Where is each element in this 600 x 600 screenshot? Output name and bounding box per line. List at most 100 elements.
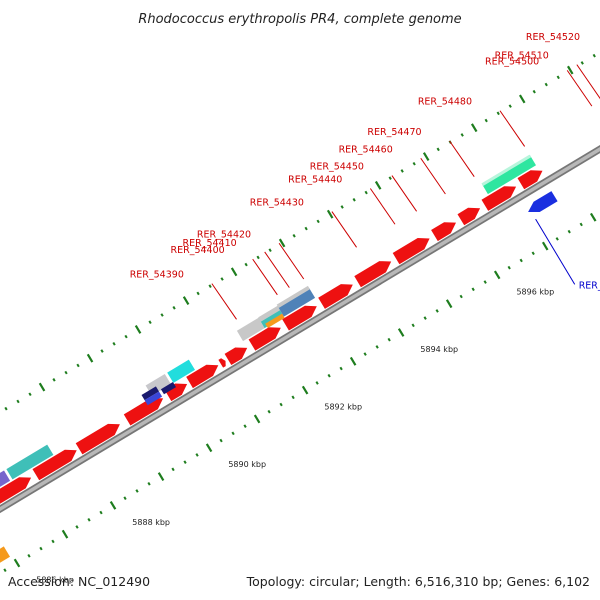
tick-mark — [459, 294, 463, 299]
tick-mark — [99, 510, 103, 515]
tick-mark — [364, 190, 368, 195]
tick-mark — [412, 161, 416, 166]
tick-mark — [589, 212, 597, 222]
tick-mark — [39, 546, 43, 551]
tick-mark — [352, 197, 356, 202]
leader-line — [331, 211, 357, 248]
tick-mark — [349, 356, 357, 366]
forward-cds-arrow — [431, 222, 456, 242]
tick-mark — [460, 133, 464, 137]
tick-mark — [195, 453, 199, 457]
tick-mark — [123, 496, 127, 500]
forward-cds-arrow — [75, 423, 120, 455]
leader-line — [211, 283, 237, 320]
feature-layer — [0, 154, 558, 563]
tick-mark — [422, 152, 430, 161]
kbp-label: 5890 kbp — [228, 460, 266, 469]
gene-label: RER_54460 — [339, 144, 393, 155]
tick-mark — [493, 270, 501, 280]
tick-mark — [400, 169, 404, 173]
leader-line — [420, 157, 446, 195]
tick-mark — [220, 277, 224, 281]
forward-cds-arrow — [457, 207, 481, 226]
tick-mark — [172, 306, 176, 310]
tick-mark — [470, 123, 478, 133]
tick-mark — [292, 233, 296, 238]
annotation-block — [167, 359, 195, 383]
tick-mark — [340, 205, 344, 209]
annotation-block — [265, 313, 285, 328]
tick-mark — [339, 366, 343, 371]
forward-cds-arrow — [481, 186, 517, 211]
tick-mark — [326, 209, 334, 219]
tick-mark — [445, 299, 453, 309]
tick-mark — [555, 237, 559, 241]
reverse-cds-arrow — [528, 191, 558, 212]
annotation-block — [0, 546, 10, 563]
tick-mark — [315, 381, 319, 385]
tick-mark — [231, 431, 235, 436]
tick-mark — [38, 382, 46, 392]
tick-mark — [76, 363, 80, 368]
tick-mark — [363, 352, 367, 356]
annotation-block — [276, 285, 310, 308]
gene-label: RER_54520 — [526, 32, 580, 43]
tick-mark — [544, 82, 548, 87]
tick-mark — [148, 320, 152, 325]
genome-summary-text: Topology: circular; Length: 6,516,310 bp… — [246, 574, 590, 589]
tick-mark — [86, 353, 94, 363]
tick-mark — [531, 251, 535, 256]
tick-mark — [87, 517, 91, 522]
forward-cds-arrow — [218, 358, 226, 368]
tick-mark — [423, 316, 427, 320]
leader-line — [499, 110, 526, 147]
annotation-block — [6, 444, 54, 480]
tick-mark — [316, 219, 320, 224]
tick-mark — [219, 438, 223, 443]
map-title: Rhodococcus erythropolis PR4, complete g… — [138, 12, 461, 27]
tick-mark — [253, 414, 261, 424]
tick-mark — [135, 489, 139, 493]
tick-mark — [100, 349, 104, 353]
backbone-layer — [0, 144, 600, 514]
annotation-block — [160, 382, 176, 395]
tick-mark — [388, 176, 392, 180]
tick-mark — [556, 75, 560, 80]
tick-mark — [483, 280, 487, 284]
tick-mark — [51, 539, 55, 544]
leader-line — [264, 251, 290, 288]
tick-mark — [304, 226, 308, 231]
annotation-block — [0, 470, 11, 487]
tick-mark — [387, 337, 391, 342]
tick-mark — [579, 222, 583, 227]
kbp-label: 5886 kbp — [36, 575, 74, 584]
forward-cds-arrow — [318, 284, 353, 309]
kbp-label: 5894 kbp — [420, 345, 458, 354]
forward-cds-arrow — [186, 364, 219, 389]
tick-mark — [567, 65, 574, 75]
tick-mark — [112, 342, 116, 346]
tick-mark — [183, 460, 187, 464]
forward-cds-arrow — [517, 170, 543, 190]
tick-mark — [471, 287, 475, 292]
tick-mark — [13, 558, 21, 568]
tick-mark — [27, 553, 31, 558]
gene-label: RER_54500 — [485, 56, 539, 67]
tick-mark — [375, 345, 379, 349]
annotation-block — [236, 317, 265, 342]
tick-mark — [64, 370, 68, 375]
tick-mark — [160, 313, 164, 317]
tick-mark — [507, 265, 511, 270]
tick-mark — [532, 89, 536, 94]
tick-mark — [301, 385, 309, 395]
tick-mark — [519, 258, 523, 263]
tick-mark — [279, 402, 283, 407]
tick-mark — [374, 180, 382, 190]
tick-mark — [567, 229, 571, 234]
tick-mark — [244, 262, 248, 267]
gene-label: RER_54450 — [310, 162, 364, 173]
leader-line — [449, 140, 475, 177]
annotation-block — [258, 306, 284, 329]
